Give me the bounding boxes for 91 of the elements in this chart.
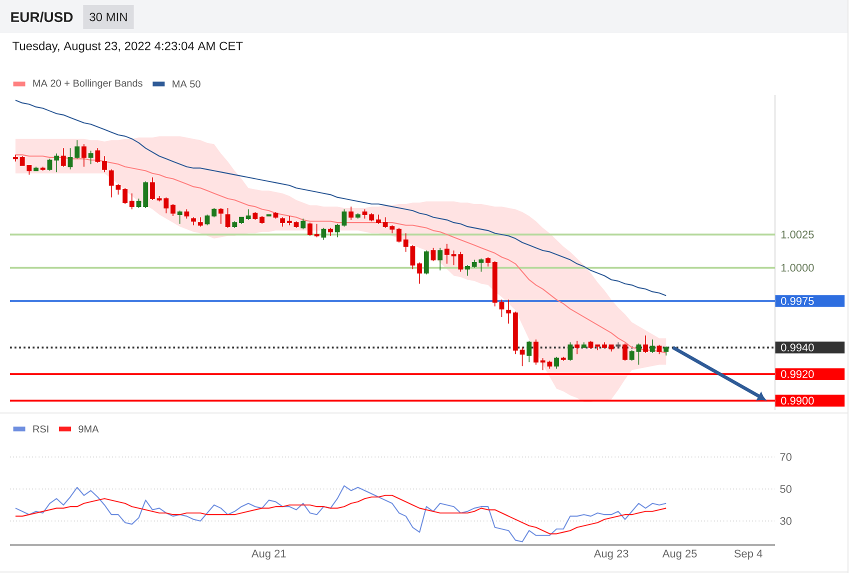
candlestick: [608, 344, 614, 352]
candlestick: [417, 262, 422, 284]
candlestick: [150, 176, 155, 200]
candlestick: [355, 212, 360, 219]
x-tick-label: Aug 23: [594, 550, 628, 560]
candlestick: [13, 154, 18, 162]
candlestick: [465, 264, 470, 276]
y-tick-label: 0.9900: [781, 396, 814, 405]
candlestick: [108, 169, 114, 198]
candlestick: [581, 342, 586, 348]
candlestick: [424, 250, 429, 275]
x-tick-label: Aug 25: [662, 550, 697, 560]
candlestick: [328, 228, 333, 236]
candlestick: [574, 340, 580, 355]
candlestick: [246, 208, 251, 220]
legend-label: 9MA: [78, 425, 99, 433]
candlestick: [403, 232, 408, 252]
candlestick: [369, 212, 374, 222]
x-tick-label: Sep 4: [734, 550, 762, 560]
candlestick: [334, 224, 340, 238]
candlestick: [444, 243, 450, 264]
candlestick: [438, 247, 443, 271]
candlestick: [184, 208, 190, 219]
candlestick: [520, 347, 525, 367]
candlestick: [177, 210, 182, 224]
candlestick: [170, 204, 176, 216]
y-tick-label: 0.9940: [781, 344, 814, 352]
candlestick: [232, 220, 238, 228]
candlestick: [348, 206, 354, 220]
chart-subtitle: Tuesday, August 23, 2022 4:23:04 AM CET: [12, 41, 243, 53]
candlestick: [191, 216, 196, 226]
candlestick: [252, 212, 258, 220]
candlestick: [506, 299, 512, 324]
candlestick: [95, 148, 100, 164]
candlestick: [486, 256, 490, 267]
chart-title: EUR/USD: [11, 12, 73, 22]
candlestick: [60, 148, 66, 168]
candlestick: [526, 340, 532, 363]
candlestick: [122, 188, 128, 204]
y-tick-label: 0.9975: [781, 297, 814, 305]
candlestick: [88, 150, 94, 164]
candlestick: [239, 216, 244, 224]
candlestick: [143, 180, 148, 208]
candlestick: [629, 350, 634, 362]
y-tick-label: 30: [780, 517, 792, 525]
legend-label: MA 50: [172, 80, 200, 88]
candlestick: [650, 339, 655, 354]
x-tick-label: Aug 21: [251, 550, 286, 560]
candlestick: [102, 156, 107, 172]
legend-label: MA 20 + Bollinger Bands: [33, 79, 142, 89]
y-tick-label: 50: [780, 485, 792, 493]
candlestick: [396, 228, 402, 243]
y-tick-label: 70: [780, 453, 792, 461]
candlestick: [212, 208, 217, 218]
candlestick: [643, 335, 648, 354]
candlestick: [74, 140, 80, 160]
candlestick: [595, 344, 600, 351]
candlestick: [129, 192, 134, 210]
candlestick: [54, 153, 60, 172]
candlestick: [622, 343, 628, 362]
y-tick-label: 1.0000: [781, 264, 814, 272]
y-tick-label: 0.9920: [781, 370, 814, 378]
text: 30 MIN: [90, 12, 127, 22]
candlestick: [82, 144, 86, 168]
candlestick: [560, 356, 566, 362]
candlestick: [602, 342, 607, 348]
candlestick: [321, 228, 326, 240]
candlestick: [218, 208, 224, 224]
candlestick: [362, 208, 368, 219]
candlestick: [286, 216, 292, 226]
y-tick-label: 1.0025: [781, 230, 814, 238]
candlestick: [376, 214, 381, 224]
candlestick: [260, 216, 264, 224]
candlestick: [34, 166, 38, 172]
candlestick: [294, 220, 299, 228]
legend-label: RSI: [33, 425, 48, 433]
candlestick: [499, 299, 504, 318]
candlestick: [616, 342, 621, 348]
candlestick: [308, 222, 312, 236]
candlestick: [40, 166, 46, 172]
candlestick: [314, 224, 320, 238]
candlestick: [554, 356, 559, 370]
candlestick: [664, 346, 669, 356]
candlestick: [512, 311, 518, 355]
candlestick: [300, 218, 306, 230]
candlestick: [198, 216, 203, 227]
candlestick: [492, 260, 498, 307]
candlestick: [116, 184, 121, 196]
candlestick: [280, 216, 286, 227]
candlestick: [534, 339, 538, 366]
candlestick: [636, 343, 642, 366]
